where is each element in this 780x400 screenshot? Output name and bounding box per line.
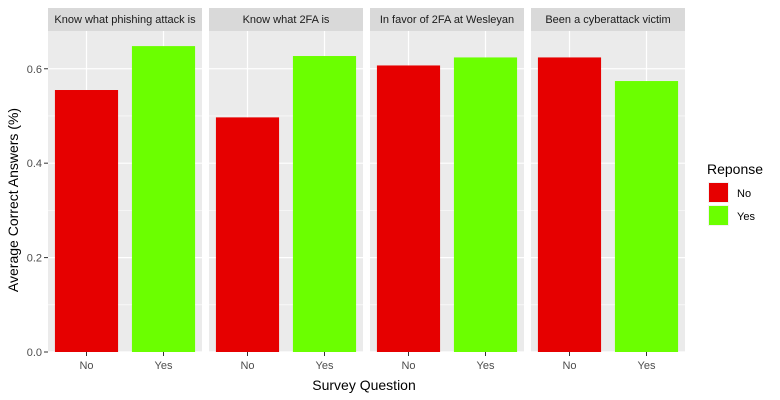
panel-title: Know what phishing attack is (54, 14, 196, 26)
bar-yes (292, 56, 357, 353)
bar-yes (614, 81, 679, 352)
bar-yes (453, 57, 518, 352)
x-tick-label: Yes (316, 360, 334, 372)
legend-label: No (737, 188, 751, 200)
panel-strip (531, 8, 685, 31)
x-tick-label: No (79, 360, 93, 372)
x-tick-label: Yes (477, 360, 495, 372)
panel-title: In favor of 2FA at Wesleyan (380, 14, 514, 26)
panel: Know what 2FA is No Yes (209, 8, 363, 372)
x-tick-label: No (562, 360, 576, 372)
x-axis-title: Survey Question (312, 377, 416, 393)
bar-no (54, 90, 119, 352)
bar-no (376, 65, 441, 352)
legend-key-no (709, 183, 728, 202)
bar-no (215, 117, 280, 352)
y-tick-label: 0.6 (27, 64, 42, 76)
panel-strip (48, 8, 202, 31)
x-tick-label: Yes (155, 360, 173, 372)
bar-yes (131, 46, 196, 352)
panel-strip (209, 8, 363, 31)
y-tick-label: 0.2 (27, 253, 42, 265)
panel: In favor of 2FA at Wesleyan No Yes (370, 8, 524, 372)
bar-no (537, 57, 602, 352)
panel: Been a cyberattack victim No Yes (531, 8, 685, 372)
panel: Know what phishing attack is No Yes (48, 8, 202, 372)
panel-title: Know what 2FA is (243, 14, 330, 26)
x-tick-label: Yes (638, 360, 656, 372)
panel-strip (370, 8, 524, 31)
legend-key-yes (709, 206, 728, 225)
y-tick-label: 0.4 (27, 158, 42, 170)
y-tick-label: 0.0 (27, 347, 42, 359)
x-tick-label: No (240, 360, 254, 372)
panel-title: Been a cyberattack victim (545, 14, 670, 26)
legend-label: Yes (737, 211, 755, 223)
legend-title: Reponse (707, 161, 763, 177)
x-tick-label: No (401, 360, 415, 372)
y-axis: 0.0 0.2 0.4 0.6 (27, 64, 48, 359)
y-axis-title: Average Correct Answers (%) (5, 108, 21, 292)
legend: Reponse No Yes (707, 161, 763, 226)
